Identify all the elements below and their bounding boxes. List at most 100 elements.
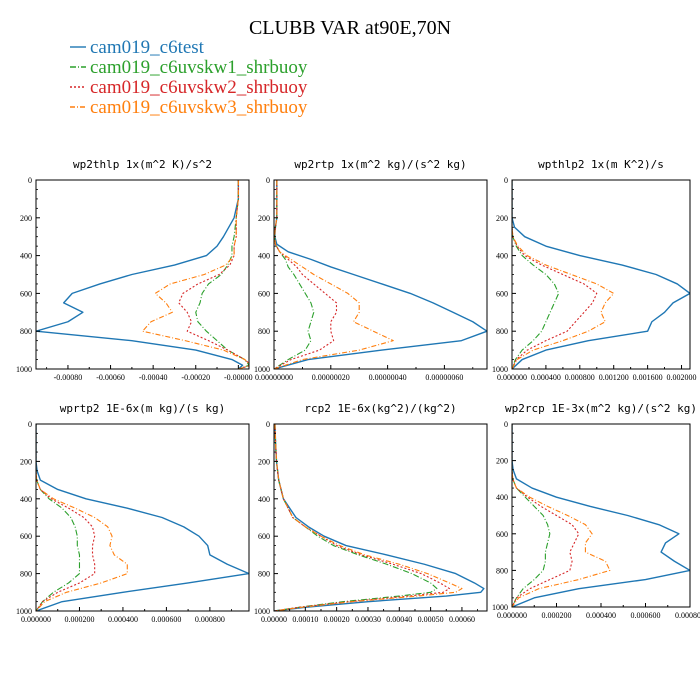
x-tick-label: 0.00000 [261,615,287,624]
x-tick-label: -0.00060 [96,373,125,382]
y-tick-label: 200 [496,457,508,466]
plot-frame [511,179,691,370]
series-line [512,180,560,369]
x-tick-label: 0.001200 [599,373,629,382]
y-tick-label: 200 [20,457,32,466]
x-tick-label: 0.000000 [497,611,527,620]
x-tick-label: 0.000800 [195,615,225,624]
y-tick-label: 400 [258,252,270,261]
series-line [512,180,615,369]
legend-entry: cam019_c6uvskw2_shrbuoy [70,77,308,98]
series-line [274,180,338,369]
x-tick-label: 0.00020 [324,615,350,624]
x-tick-label: 0.00030 [355,615,381,624]
y-tick-label: 600 [258,289,270,298]
series-line [36,424,81,611]
panel-title: wpthlp2 1x(m K^2)/s [538,158,664,171]
series-line [274,424,485,611]
series-line [512,180,598,369]
panel: wp2rtp 1x(m^2 kg)/(s^2 kg) 0 200 400 600 800 1… [254,158,488,382]
x-tick-label: -0.00080 [54,373,83,382]
panel: wp2thlp 1x(m^2 K)/s^2 0 200 400 600 800 1000 -0… [16,158,253,382]
y-tick-label: 0 [266,420,270,429]
series-line [178,180,249,369]
y-tick-label: 800 [496,327,508,336]
y-tick-label: 1000 [254,607,270,616]
y-tick-label: 200 [258,214,270,223]
panel: wprtp2 1E-6x(m kg)/(s kg) 0 200 400 600 800 10… [16,402,250,624]
series-line [141,180,249,369]
y-tick-label: 1000 [492,603,508,612]
y-tick-label: 0 [504,420,508,429]
series-line [512,180,690,369]
y-tick-label: 1000 [16,607,32,616]
plot-frame [273,423,488,612]
x-tick-label: 0.000200 [542,611,572,620]
panel-title: wp2rtp 1x(m^2 kg)/(s^2 kg) [294,158,466,171]
y-tick-label: 0 [28,176,32,185]
series-line [36,424,96,611]
x-tick-label: 0.000200 [64,615,94,624]
x-tick-label: -0.00020 [181,373,210,382]
x-tick-label: 0.00060 [449,615,475,624]
x-tick-label: 0.002000 [667,373,697,382]
y-tick-label: 0 [266,176,270,185]
x-tick-label: 0.000600 [631,611,661,620]
x-tick-label: 0.00040 [386,615,412,624]
x-tick-label: 0.000400 [108,615,138,624]
y-tick-label: 800 [258,570,270,579]
y-tick-label: 200 [20,214,32,223]
panel-title: rcp2 1E-6x(kg^2)/(kg^2) [304,402,456,415]
x-tick-label: 0.00000000 [255,373,293,382]
y-tick-label: 800 [496,566,508,575]
y-tick-label: 600 [496,530,508,539]
legend-entry: cam019_c6test [70,37,205,58]
x-tick-label: 0.00000040 [369,373,407,382]
legend-entry: cam019_c6uvskw1_shrbuoy [70,57,308,78]
y-tick-label: 600 [258,532,270,541]
y-tick-label: 1000 [254,365,270,374]
y-tick-label: 600 [496,289,508,298]
figure-title: CLUBB VAR at90E,70N [249,17,451,39]
panel: rcp2 1E-6x(kg^2)/(kg^2) 0 200 400 600 800 1000… [254,402,488,624]
plot-frame [511,423,691,608]
y-tick-label: 400 [258,495,270,504]
x-tick-label: 0.000400 [531,373,561,382]
legend-label: cam019_c6uvskw3_shrbuoy [90,97,308,118]
series-line [512,424,551,607]
y-tick-label: 200 [496,214,508,223]
y-tick-label: 400 [496,252,508,261]
y-tick-label: 0 [504,176,508,185]
y-tick-label: 1000 [16,365,32,374]
series-line [274,180,394,369]
x-tick-label: 0.00050 [418,615,444,624]
legend-label: cam019_c6uvskw1_shrbuoy [90,57,308,78]
legend-label: cam019_c6uvskw2_shrbuoy [90,77,308,98]
series-line [195,180,249,369]
series-line [36,180,244,369]
y-tick-label: 1000 [492,365,508,374]
y-tick-label: 800 [20,327,32,336]
y-tick-label: 400 [20,252,32,261]
legend: cam019_c6testcam019_c6uvskw1_shrbuoycam0… [70,37,308,118]
panel-title: wprtp2 1E-6x(m kg)/(s kg) [60,402,226,415]
panel: wp2rcp 1E-3x(m^2 kg)/(s^2 kg) 0 200 400 600 8… [492,402,700,620]
panel: wpthlp2 1x(m K^2)/s020040060080010000.00… [492,158,697,382]
series-line [36,424,249,611]
y-tick-label: 600 [20,289,32,298]
x-tick-label: 0.000400 [586,611,616,620]
x-tick-label: 0.000000 [21,615,51,624]
series-line [274,424,463,611]
x-tick-label: -0.00040 [139,373,168,382]
x-tick-label: 0.000800 [565,373,595,382]
x-tick-label: 0.00000060 [425,373,463,382]
x-tick-label: 0.001600 [633,373,663,382]
series-line [274,180,315,369]
x-tick-label: 0.000000 [497,373,527,382]
y-tick-label: 600 [20,532,32,541]
series-line [36,424,128,611]
legend-entry: cam019_c6uvskw3_shrbuoy [70,97,308,118]
y-tick-label: 400 [496,493,508,502]
series-line [274,180,487,369]
